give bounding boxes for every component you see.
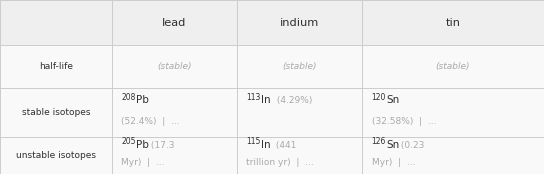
Text: In: In <box>261 96 271 105</box>
Bar <box>0 0 544 45</box>
Text: Sn: Sn <box>386 140 399 150</box>
Text: (4.29%): (4.29%) <box>274 96 312 105</box>
Text: 205: 205 <box>121 137 136 146</box>
Text: (stable): (stable) <box>436 62 470 71</box>
Text: 208: 208 <box>121 93 135 102</box>
Text: (stable): (stable) <box>282 62 317 71</box>
Text: (stable): (stable) <box>157 62 191 71</box>
Text: indium: indium <box>280 18 319 28</box>
Text: 120: 120 <box>372 93 386 102</box>
Text: (52.4%)  |  ...: (52.4%) | ... <box>121 117 180 126</box>
Text: (17.3: (17.3 <box>148 141 175 150</box>
Text: half-life: half-life <box>39 62 73 71</box>
Text: Pb: Pb <box>136 96 149 105</box>
Text: Myr)  |  ...: Myr) | ... <box>121 158 165 167</box>
Text: (0.23: (0.23 <box>398 141 424 150</box>
Text: (441: (441 <box>273 141 296 150</box>
Text: Pb: Pb <box>136 140 149 150</box>
Text: 126: 126 <box>372 137 386 146</box>
Text: trillion yr)  |  ...: trillion yr) | ... <box>246 158 314 167</box>
Text: In: In <box>261 140 271 150</box>
Text: (32.58%)  |  ...: (32.58%) | ... <box>372 117 436 126</box>
Text: tin: tin <box>446 18 460 28</box>
Text: unstable isotopes: unstable isotopes <box>16 151 96 160</box>
Text: 113: 113 <box>246 93 261 102</box>
Text: lead: lead <box>162 18 186 28</box>
Text: Sn: Sn <box>386 96 399 105</box>
Text: 115: 115 <box>246 137 261 146</box>
Text: stable isotopes: stable isotopes <box>22 108 90 117</box>
Text: Myr)  |  ...: Myr) | ... <box>372 158 415 167</box>
